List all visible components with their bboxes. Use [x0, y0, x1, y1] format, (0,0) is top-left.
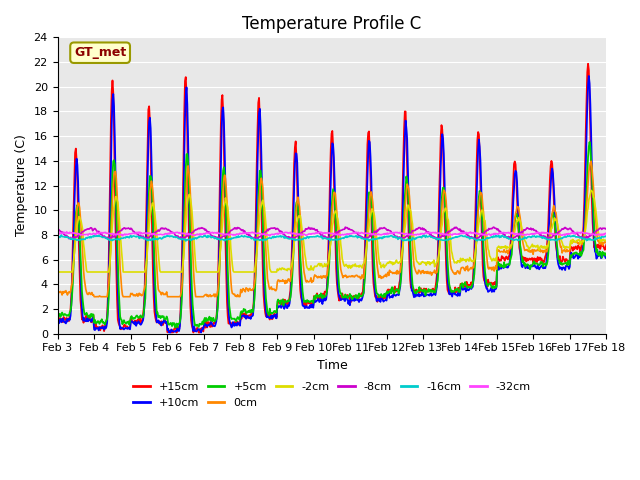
- -16cm: [602, 234, 610, 240]
- -16cm: [65, 235, 72, 241]
- -32cm: [122, 232, 129, 238]
- -8cm: [176, 235, 184, 241]
- 0cm: [121, 294, 129, 300]
- Legend: +15cm, +10cm, +5cm, 0cm, -2cm, -8cm, -16cm, -32cm: +15cm, +10cm, +5cm, 0cm, -2cm, -8cm, -16…: [129, 378, 535, 412]
- 0cm: [588, 158, 595, 164]
- 0cm: [177, 293, 184, 299]
- Line: -32cm: -32cm: [58, 232, 606, 236]
- +5cm: [120, 317, 128, 323]
- +10cm: [602, 254, 610, 260]
- 0cm: [602, 240, 610, 246]
- -32cm: [118, 233, 126, 239]
- +10cm: [165, 330, 173, 336]
- -8cm: [63, 234, 71, 240]
- +15cm: [602, 241, 610, 247]
- Line: 0cm: 0cm: [58, 161, 606, 297]
- -32cm: [400, 231, 408, 237]
- +10cm: [63, 319, 71, 324]
- -8cm: [120, 225, 128, 231]
- -8cm: [399, 235, 407, 241]
- Line: -16cm: -16cm: [58, 235, 606, 241]
- +15cm: [205, 321, 213, 326]
- -2cm: [63, 269, 71, 275]
- +10cm: [415, 293, 423, 299]
- Text: GT_met: GT_met: [74, 46, 126, 59]
- +10cm: [205, 322, 213, 328]
- -32cm: [65, 230, 72, 236]
- 0cm: [90, 294, 98, 300]
- +5cm: [415, 284, 423, 290]
- -16cm: [58, 232, 65, 238]
- -32cm: [63, 229, 70, 235]
- +15cm: [54, 313, 61, 319]
- -8cm: [415, 225, 423, 230]
- -8cm: [342, 224, 349, 230]
- -16cm: [416, 234, 424, 240]
- -16cm: [54, 234, 61, 240]
- X-axis label: Time: Time: [317, 359, 348, 372]
- -32cm: [54, 231, 61, 237]
- +10cm: [399, 188, 407, 194]
- 0cm: [415, 268, 423, 274]
- 0cm: [63, 292, 71, 298]
- -8cm: [54, 226, 61, 232]
- +5cm: [54, 316, 61, 322]
- -2cm: [415, 261, 422, 266]
- +5cm: [205, 314, 213, 320]
- +5cm: [399, 230, 407, 236]
- +5cm: [172, 324, 179, 330]
- -32cm: [602, 231, 610, 237]
- -2cm: [399, 246, 406, 252]
- -32cm: [206, 230, 214, 236]
- Line: -2cm: -2cm: [58, 191, 606, 272]
- 0cm: [205, 293, 213, 299]
- +15cm: [399, 156, 407, 161]
- -32cm: [177, 230, 185, 236]
- +15cm: [177, 310, 184, 316]
- -2cm: [54, 269, 61, 275]
- -8cm: [602, 226, 610, 231]
- 0cm: [399, 235, 407, 241]
- -2cm: [176, 269, 184, 275]
- +10cm: [585, 73, 593, 79]
- -16cm: [400, 237, 408, 243]
- -2cm: [588, 188, 595, 193]
- -8cm: [205, 230, 212, 236]
- +5cm: [177, 316, 184, 322]
- -16cm: [177, 236, 184, 242]
- +10cm: [177, 316, 184, 322]
- Y-axis label: Temperature (C): Temperature (C): [15, 134, 28, 237]
- 0cm: [54, 288, 61, 294]
- Line: +5cm: +5cm: [58, 142, 606, 327]
- +15cm: [120, 322, 128, 328]
- +5cm: [586, 139, 593, 145]
- +15cm: [415, 290, 423, 296]
- +15cm: [584, 61, 592, 67]
- -2cm: [602, 237, 610, 243]
- Line: +10cm: +10cm: [58, 76, 606, 333]
- +5cm: [602, 253, 610, 259]
- +15cm: [168, 330, 175, 336]
- +5cm: [63, 313, 71, 319]
- -16cm: [205, 233, 213, 239]
- Line: -8cm: -8cm: [58, 227, 606, 240]
- -2cm: [120, 269, 128, 275]
- -16cm: [365, 238, 373, 244]
- +15cm: [63, 316, 71, 322]
- -32cm: [416, 232, 424, 238]
- Line: +15cm: +15cm: [58, 64, 606, 333]
- -16cm: [121, 235, 129, 240]
- -2cm: [205, 269, 212, 275]
- +10cm: [54, 320, 61, 326]
- +10cm: [120, 326, 128, 332]
- Title: Temperature Profile C: Temperature Profile C: [243, 15, 422, 33]
- -8cm: [432, 237, 440, 242]
